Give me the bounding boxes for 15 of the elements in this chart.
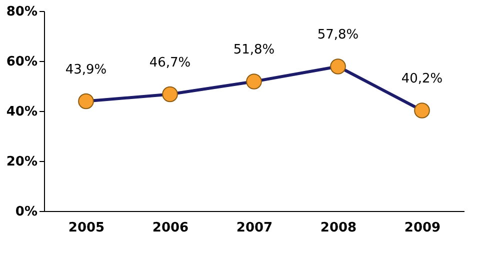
x-tick-label: 2009: [404, 220, 441, 236]
data-label: 43,9%: [65, 62, 107, 78]
y-tick-label: 0%: [15, 204, 38, 220]
x-tick-label: 2005: [68, 220, 105, 236]
data-label: 46,7%: [149, 55, 191, 70]
y-tick-label: 20%: [6, 154, 38, 170]
y-tick-label: 40%: [6, 104, 38, 120]
y-tick-label: 80%: [6, 4, 38, 20]
data-label: 40,2%: [401, 72, 443, 86]
x-tick-label: 2008: [320, 220, 357, 236]
data-label: 51,8%: [233, 42, 275, 58]
x-tick-label: 2007: [236, 220, 273, 236]
data-label: 57,8%: [317, 28, 359, 42]
x-tick-label: 2006: [152, 220, 189, 236]
y-tick-label: 60%: [6, 54, 38, 70]
